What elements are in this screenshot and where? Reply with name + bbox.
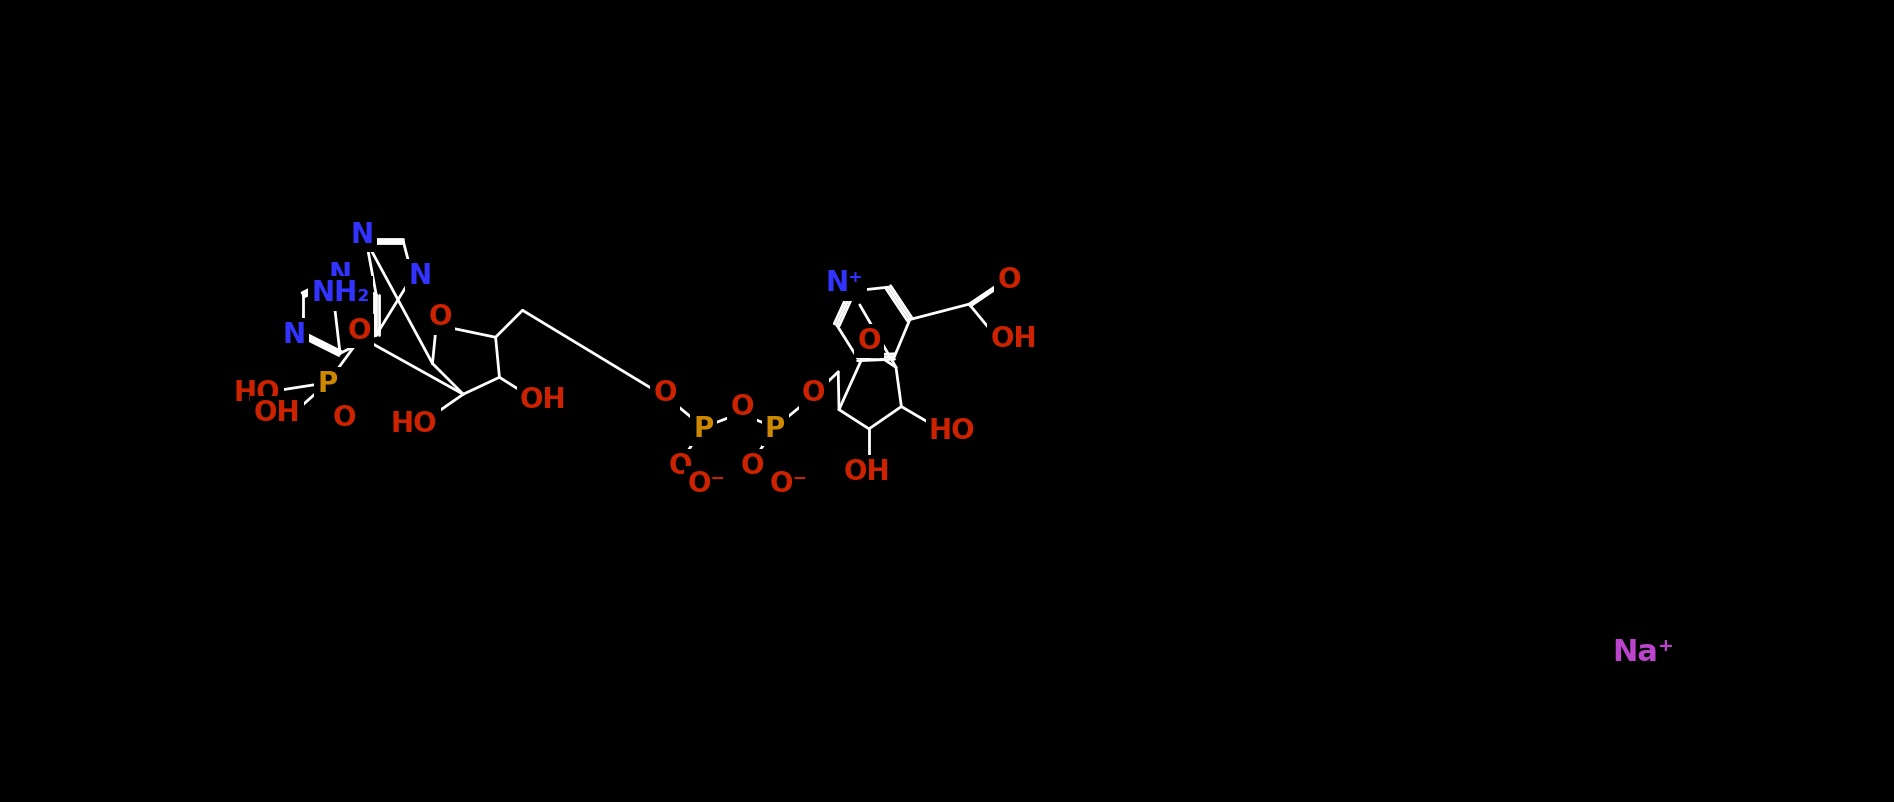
Text: N: N	[350, 221, 373, 249]
Text: N: N	[328, 261, 352, 289]
Text: O: O	[731, 393, 754, 421]
Text: N: N	[282, 321, 305, 349]
Text: O: O	[347, 317, 371, 345]
Text: O: O	[858, 327, 881, 355]
Text: O: O	[653, 379, 676, 407]
Text: O: O	[428, 303, 453, 331]
Text: HO: HO	[390, 411, 438, 438]
Text: O⁻: O⁻	[688, 469, 725, 497]
Text: N⁺: N⁺	[826, 269, 864, 298]
Text: OH: OH	[843, 458, 890, 486]
Text: HO: HO	[233, 379, 280, 407]
Text: Na⁺: Na⁺	[1612, 638, 1674, 667]
Text: P: P	[693, 415, 714, 443]
Text: O: O	[669, 452, 691, 480]
Text: O⁻: O⁻	[769, 469, 809, 497]
Text: NH₂: NH₂	[313, 279, 369, 307]
Text: OH: OH	[254, 399, 301, 427]
Text: HO: HO	[928, 417, 975, 445]
Text: O: O	[998, 265, 1021, 294]
Text: O: O	[801, 379, 826, 407]
Text: OH: OH	[521, 387, 566, 415]
Text: P: P	[765, 415, 786, 443]
Text: N: N	[409, 262, 432, 290]
Text: P: P	[318, 371, 337, 399]
Text: OH: OH	[991, 325, 1038, 353]
Text: O: O	[741, 452, 763, 480]
Text: O: O	[333, 404, 356, 432]
